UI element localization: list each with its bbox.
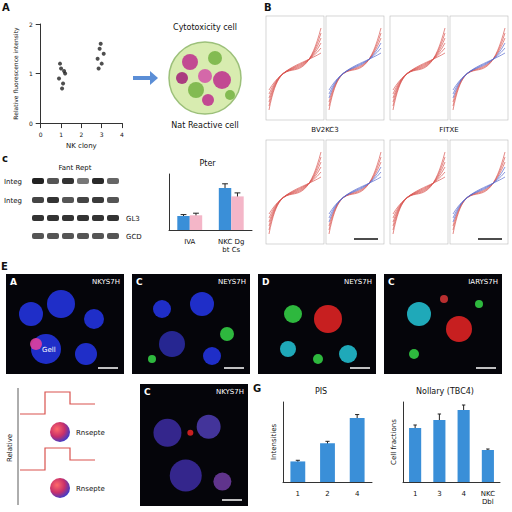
svg-text:0: 0 bbox=[39, 131, 43, 138]
svg-text:Cell fractions: Cell fractions bbox=[390, 419, 398, 465]
svg-text:G: G bbox=[253, 383, 261, 394]
svg-text:D: D bbox=[262, 277, 269, 287]
svg-text:Dbl: Dbl bbox=[482, 498, 494, 506]
svg-text:NEYS7H: NEYS7H bbox=[344, 278, 372, 286]
svg-text:E: E bbox=[1, 261, 8, 272]
svg-text:Gell: Gell bbox=[42, 346, 56, 354]
svg-text:4: 4 bbox=[355, 490, 360, 498]
svg-text:2: 2 bbox=[79, 131, 83, 138]
svg-text:Intensities: Intensities bbox=[270, 424, 278, 461]
svg-text:C: C bbox=[144, 387, 151, 397]
svg-text:Integ: Integ bbox=[4, 178, 22, 186]
svg-text:1: 1 bbox=[296, 490, 300, 498]
svg-text:GCD: GCD bbox=[126, 233, 142, 241]
svg-text:PIS: PIS bbox=[315, 387, 327, 396]
svg-text:NKC: NKC bbox=[481, 490, 495, 498]
svg-text:B: B bbox=[264, 2, 272, 13]
svg-text:NKC Dg: NKC Dg bbox=[218, 238, 244, 246]
svg-text:Nollary (TBC4): Nollary (TBC4) bbox=[416, 387, 474, 396]
svg-text:NEYS7H: NEYS7H bbox=[218, 278, 246, 286]
svg-text:4: 4 bbox=[120, 131, 124, 138]
svg-text:1: 1 bbox=[413, 490, 417, 498]
svg-text:Cytotoxicity cell: Cytotoxicity cell bbox=[173, 23, 237, 32]
svg-text:2: 2 bbox=[325, 490, 329, 498]
svg-text:Nat Reactive cell: Nat Reactive cell bbox=[171, 121, 238, 130]
svg-text:2: 2 bbox=[29, 21, 33, 28]
svg-text:Relative fluorescence intensit: Relative fluorescence intensity bbox=[12, 27, 20, 120]
svg-text:IARYS7H: IARYS7H bbox=[468, 278, 498, 286]
svg-text:C: C bbox=[136, 277, 143, 287]
svg-text:Fant Rept: Fant Rept bbox=[58, 164, 91, 172]
svg-text:Rnsepte: Rnsepte bbox=[76, 485, 105, 493]
svg-text:1: 1 bbox=[59, 131, 63, 138]
svg-text:A: A bbox=[2, 2, 10, 13]
svg-text:3: 3 bbox=[100, 131, 104, 138]
svg-text:FITXE: FITXE bbox=[439, 126, 459, 134]
svg-text:3: 3 bbox=[437, 490, 441, 498]
svg-text:bt Cs: bt Cs bbox=[222, 246, 240, 254]
svg-text:GL3: GL3 bbox=[126, 215, 140, 223]
svg-text:Relative: Relative bbox=[6, 434, 14, 462]
svg-text:Rnsepte: Rnsepte bbox=[76, 429, 105, 437]
svg-text:IVA: IVA bbox=[184, 238, 195, 246]
svg-text:NK clony: NK clony bbox=[66, 142, 97, 150]
svg-text:Integ: Integ bbox=[4, 197, 22, 205]
svg-text:A: A bbox=[10, 277, 17, 287]
svg-text:NKYS7H: NKYS7H bbox=[216, 388, 244, 396]
svg-text:4: 4 bbox=[461, 490, 466, 498]
svg-text:0: 0 bbox=[29, 120, 33, 127]
svg-text:NKYS7H: NKYS7H bbox=[92, 278, 120, 286]
svg-text:C: C bbox=[388, 277, 395, 287]
svg-text:Pter: Pter bbox=[199, 159, 216, 168]
svg-text:1: 1 bbox=[29, 70, 33, 77]
svg-text:c: c bbox=[2, 153, 8, 164]
svg-text:BV2KC3: BV2KC3 bbox=[311, 126, 338, 134]
